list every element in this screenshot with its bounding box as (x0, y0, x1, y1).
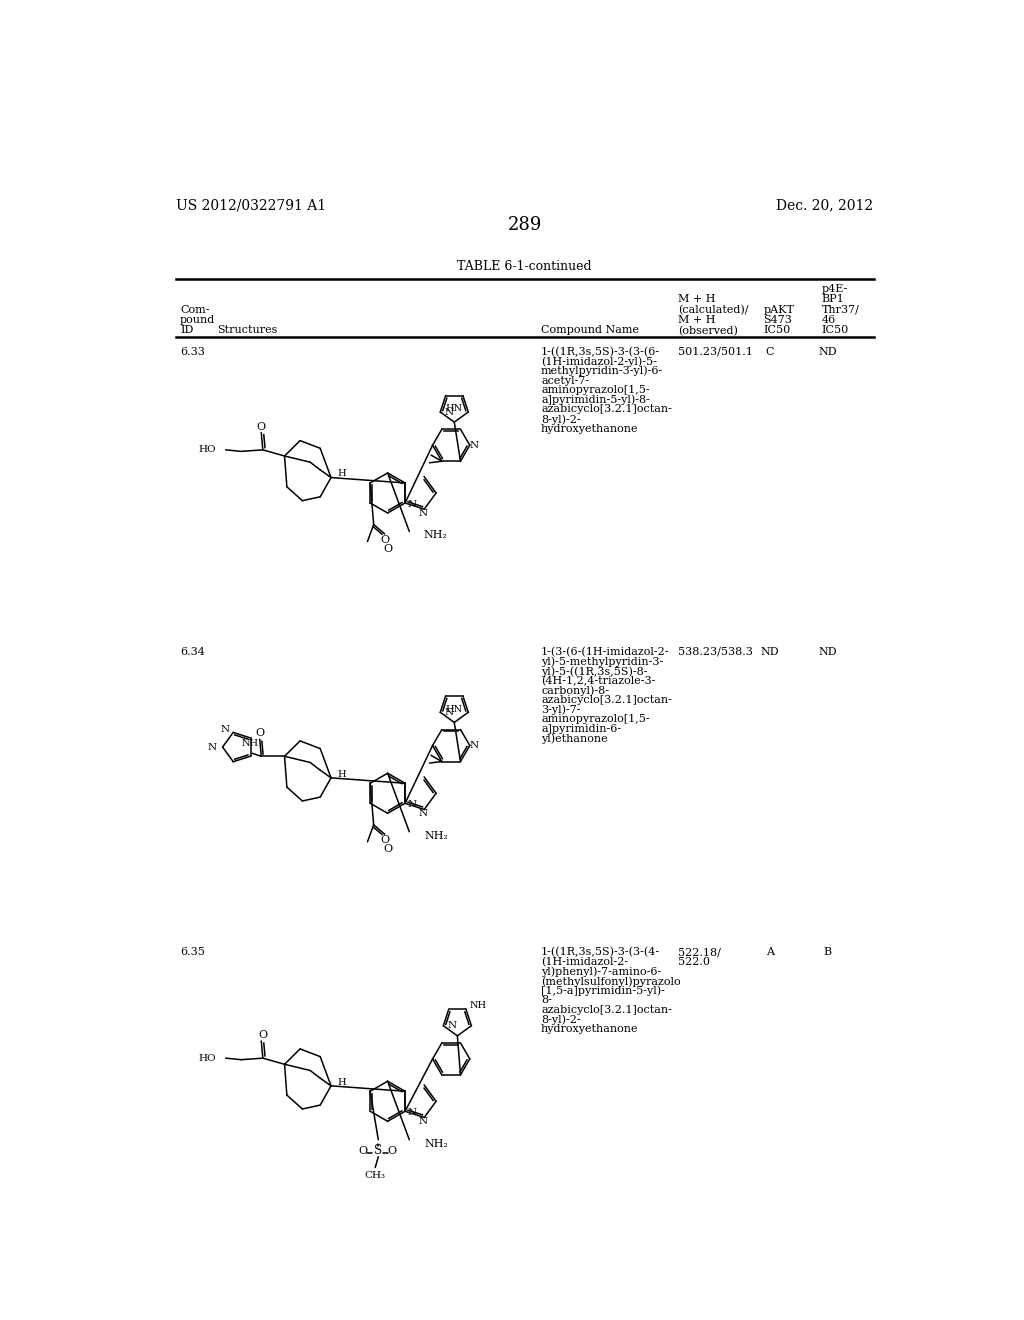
Text: (observed): (observed) (678, 326, 738, 335)
Text: O: O (257, 422, 266, 432)
Text: azabicyclo[3.2.1]octan-: azabicyclo[3.2.1]octan- (541, 696, 672, 705)
Text: M + H: M + H (678, 294, 716, 305)
Text: N: N (220, 725, 229, 734)
Text: ND: ND (818, 647, 838, 657)
Text: hydroxyethanone: hydroxyethanone (541, 1024, 639, 1035)
Text: NH₂: NH₂ (425, 1139, 449, 1148)
Text: 8-yl)-2-: 8-yl)-2- (541, 1015, 581, 1026)
Text: N: N (444, 408, 454, 417)
Text: (1H-imidazol-2-yl)-5-: (1H-imidazol-2-yl)-5- (541, 356, 657, 367)
Text: aminopyrazolo[1,5-: aminopyrazolo[1,5- (541, 385, 649, 395)
Text: Compound Name: Compound Name (541, 326, 639, 335)
Text: p4E-: p4E- (821, 284, 848, 294)
Text: a]pyrimidin-6-: a]pyrimidin-6- (541, 723, 622, 734)
Text: NH₂: NH₂ (425, 830, 449, 841)
Text: 6.34: 6.34 (180, 647, 205, 657)
Text: HO: HO (199, 445, 216, 454)
Text: 1-((1R,3s,5S)-3-(3-(6-: 1-((1R,3s,5S)-3-(3-(6- (541, 347, 660, 356)
Text: O: O (255, 729, 264, 738)
Text: TABLE 6-1-continued: TABLE 6-1-continued (458, 260, 592, 273)
Text: US 2012/0322791 A1: US 2012/0322791 A1 (176, 198, 327, 213)
Text: IC50: IC50 (764, 326, 791, 335)
Text: O: O (388, 1146, 397, 1155)
Text: B: B (823, 948, 831, 957)
Text: azabicyclo[3.2.1]octan-: azabicyclo[3.2.1]octan- (541, 404, 672, 414)
Text: NH₂: NH₂ (423, 531, 447, 540)
Text: O: O (258, 1030, 267, 1040)
Text: BP1: BP1 (821, 294, 845, 305)
Text: Structures: Structures (217, 326, 278, 335)
Text: 6.35: 6.35 (180, 948, 205, 957)
Text: yl)-5-((1R,3s,5S)-8-: yl)-5-((1R,3s,5S)-8- (541, 667, 647, 677)
Text: 289: 289 (508, 216, 542, 234)
Text: N: N (408, 500, 417, 510)
Text: N: N (469, 441, 478, 450)
Text: ND: ND (761, 647, 779, 657)
Text: pAKT: pAKT (764, 305, 795, 314)
Text: aminopyrazolo[1,5-: aminopyrazolo[1,5- (541, 714, 649, 725)
Text: 3-yl)-7-: 3-yl)-7- (541, 705, 581, 715)
Text: pound: pound (180, 315, 215, 325)
Text: A: A (766, 948, 774, 957)
Text: N: N (408, 800, 417, 809)
Text: N: N (408, 1109, 417, 1117)
Text: (4H-1,2,4-triazole-3-: (4H-1,2,4-triazole-3- (541, 676, 655, 686)
Text: N: N (418, 809, 427, 818)
Text: O: O (380, 836, 389, 845)
Text: methylpyridin-3-yl)-6-: methylpyridin-3-yl)-6- (541, 366, 664, 376)
Text: azabicyclo[3.2.1]octan-: azabicyclo[3.2.1]octan- (541, 1005, 672, 1015)
Text: O: O (383, 845, 392, 854)
Text: N: N (208, 743, 217, 751)
Text: HN: HN (445, 404, 462, 413)
Text: HN: HN (445, 705, 462, 714)
Text: ND: ND (818, 347, 838, 356)
Text: a]pyrimidin-5-yl)-8-: a]pyrimidin-5-yl)-8- (541, 395, 650, 405)
Text: 46: 46 (821, 315, 836, 325)
Text: ID: ID (180, 326, 194, 335)
Text: CH₃: CH₃ (365, 1171, 386, 1180)
Text: M + H: M + H (678, 315, 716, 325)
Text: H: H (337, 770, 346, 779)
Text: carbonyl)-8-: carbonyl)-8- (541, 685, 609, 696)
Text: yl)-5-methylpyridin-3-: yl)-5-methylpyridin-3- (541, 656, 664, 667)
Text: acetyl-7-: acetyl-7- (541, 376, 589, 385)
Text: 6.33: 6.33 (180, 347, 205, 356)
Text: 538.23/538.3: 538.23/538.3 (678, 647, 753, 657)
Text: yl)ethanone: yl)ethanone (541, 734, 607, 744)
Text: (1H-imidazol-2-: (1H-imidazol-2- (541, 957, 628, 968)
Text: Com-: Com- (180, 305, 210, 314)
Text: N: N (418, 1117, 427, 1126)
Text: yl)phenyl)-7-amino-6-: yl)phenyl)-7-amino-6- (541, 966, 662, 977)
Text: Thr37/: Thr37/ (821, 305, 859, 314)
Text: Dec. 20, 2012: Dec. 20, 2012 (776, 198, 873, 213)
Text: 522.0: 522.0 (678, 957, 711, 966)
Text: N: N (444, 708, 454, 717)
Text: 501.23/501.1: 501.23/501.1 (678, 347, 753, 356)
Text: (calculated)/: (calculated)/ (678, 305, 749, 315)
Text: 1-((1R,3s,5S)-3-(3-(4-: 1-((1R,3s,5S)-3-(3-(4- (541, 948, 660, 957)
Text: (methylsulfonyl)pyrazolo: (methylsulfonyl)pyrazolo (541, 977, 681, 987)
Text: N: N (447, 1022, 457, 1030)
Text: H: H (337, 469, 346, 478)
Text: H: H (337, 1077, 346, 1086)
Text: 8-: 8- (541, 995, 552, 1006)
Text: C: C (766, 347, 774, 356)
Text: HO: HO (199, 1053, 216, 1063)
Text: 8-yl)-2-: 8-yl)-2- (541, 414, 581, 425)
Text: 522.18/: 522.18/ (678, 948, 721, 957)
Text: O: O (380, 535, 389, 545)
Text: [1,5-a]pyrimidin-5-yl)-: [1,5-a]pyrimidin-5-yl)- (541, 986, 665, 997)
Text: O: O (383, 544, 392, 554)
Text: hydroxyethanone: hydroxyethanone (541, 424, 639, 434)
Text: NH: NH (242, 739, 258, 748)
Text: O: O (358, 1146, 368, 1155)
Text: IC50: IC50 (821, 326, 849, 335)
Text: NH: NH (469, 1001, 486, 1010)
Text: S473: S473 (764, 315, 793, 325)
Text: 1-(3-(6-(1H-imidazol-2-: 1-(3-(6-(1H-imidazol-2- (541, 647, 670, 657)
Text: N: N (418, 508, 427, 517)
Text: S: S (374, 1144, 382, 1158)
Text: N: N (469, 741, 478, 750)
